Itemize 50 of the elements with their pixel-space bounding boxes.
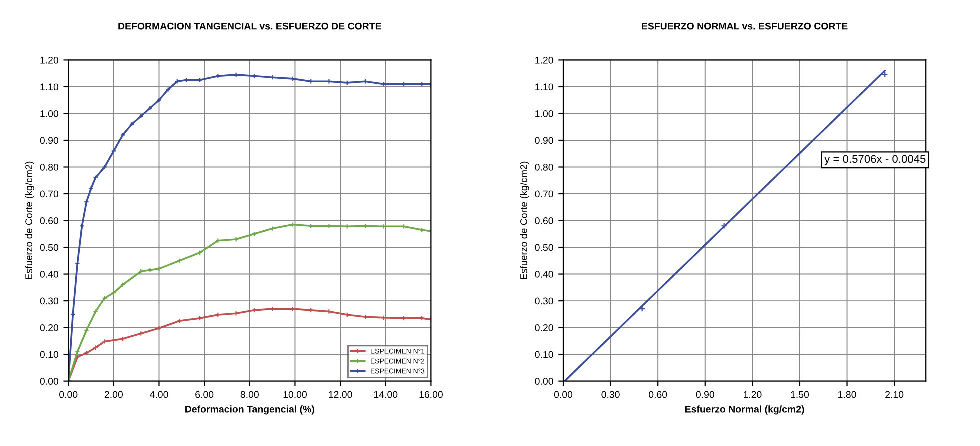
x-tick-label: 1.80 xyxy=(838,391,856,398)
x-tick-label: 0.60 xyxy=(649,391,668,398)
x-tick-label: 0.30 xyxy=(602,391,620,398)
x-tick-label: 2.10 xyxy=(886,391,904,398)
y-tick-label: 0.10 xyxy=(40,351,58,358)
y-tick-label: 0.40 xyxy=(535,271,554,278)
chart-title: ESFUERZO NORMAL vs. ESFUERZO CORTE xyxy=(642,22,848,30)
y-tick-label: 0.80 xyxy=(535,164,554,171)
y-tick-label: 0.20 xyxy=(40,324,58,332)
x-tick-label: 12.00 xyxy=(329,391,352,398)
y-tick-label: 1.20 xyxy=(536,56,554,64)
y-tick-label: 0.10 xyxy=(535,351,554,358)
y-tick-label: 1.20 xyxy=(40,56,58,64)
y-tick-label: 0.40 xyxy=(40,271,58,278)
y-tick-label: 0.60 xyxy=(535,218,554,224)
x-tick-label: 2.00 xyxy=(104,391,124,398)
annotation: y = 0.5706x - 0.0045 xyxy=(824,155,926,166)
x-tick-label: 1.20 xyxy=(744,391,762,398)
y-tick-label: 0.30 xyxy=(40,298,58,305)
y-tick-label: 1.10 xyxy=(40,84,58,91)
x-tick-label: 16.00 xyxy=(420,391,443,398)
y-tick-label: 0.50 xyxy=(40,244,58,252)
x-tick-label: 1.50 xyxy=(791,391,810,398)
y-tick-label: 0.30 xyxy=(535,298,554,305)
y-tick-label: 0.70 xyxy=(40,190,58,198)
x-axis-title: Esfuerzo Normal (kg/cm2) xyxy=(685,406,804,415)
x-tick-label: 0.90 xyxy=(696,391,714,398)
x-axis-title: Deformacion Tangencial (%) xyxy=(186,406,314,415)
x-tick-label: 10.00 xyxy=(284,391,308,398)
y-tick-label: 0.60 xyxy=(40,218,58,224)
y-tick-label: 0.90 xyxy=(535,137,554,144)
x-tick-label: 0.00 xyxy=(554,391,573,398)
x-tick-label: 4.00 xyxy=(150,391,168,398)
y-tick-label: 0.00 xyxy=(535,378,554,385)
x-tick-label: 6.00 xyxy=(196,391,214,398)
y-axis-title: Esfuerzo de Corte (kg/cm2) xyxy=(520,162,530,280)
y-tick-label: 0.90 xyxy=(40,137,58,144)
x-tick-label: 14.00 xyxy=(374,391,398,398)
y-tick-label: 0.70 xyxy=(535,190,554,198)
x-tick-label: 0.00 xyxy=(60,391,78,398)
y-axis-title: Esfuerzo de Corte (kg/cm2) xyxy=(25,162,34,280)
x-tick-label: 8.00 xyxy=(240,391,259,398)
chart-title: DEFORMACION TANGENCIAL vs. ESFUERZO DE CORTE xyxy=(118,22,382,30)
y-tick-label: 0.00 xyxy=(40,378,58,385)
y-tick-label: 0.20 xyxy=(535,324,554,332)
y-tick-label: 0.80 xyxy=(40,164,58,171)
y-tick-label: 1.00 xyxy=(536,110,554,118)
y-tick-label: 1.10 xyxy=(536,84,554,91)
y-tick-label: 0.50 xyxy=(535,244,554,252)
y-tick-label: 1.00 xyxy=(40,110,58,118)
